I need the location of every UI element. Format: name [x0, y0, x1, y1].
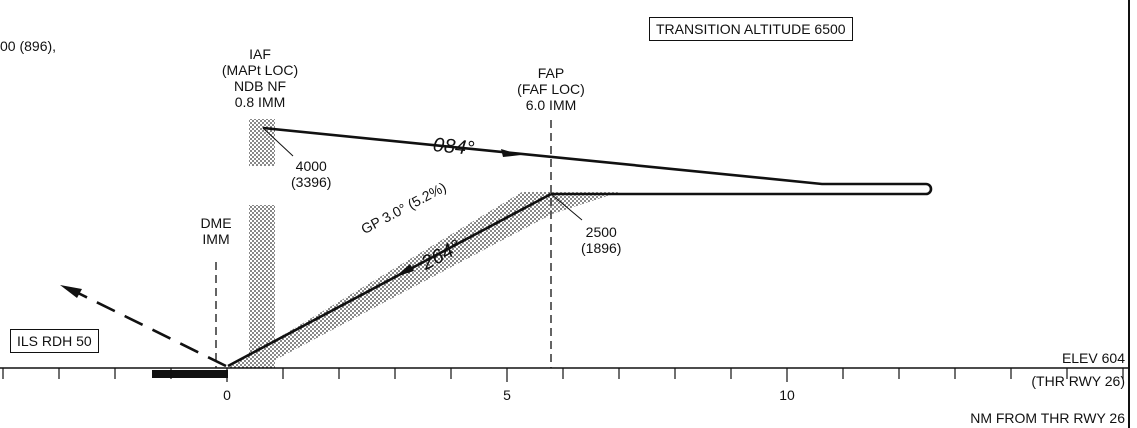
- iaf-label-line4: 0.8 IMM: [234, 94, 286, 110]
- iaf-altitude-line2: (3396): [291, 174, 332, 190]
- fap-altitude-label: 2500 (1896): [581, 224, 621, 256]
- procedure-turn-end: [925, 182, 933, 196]
- outbound-arrow: [501, 149, 521, 157]
- ils-rdh-box: ILS RDH 50: [10, 329, 99, 353]
- axis-tick-label-10: 10: [779, 387, 795, 403]
- fap-alt-leader: [550, 193, 583, 221]
- iaf-label-line1: IAF: [249, 46, 271, 62]
- distance-axis-caption: NM FROM THR RWY 26: [970, 410, 1125, 426]
- fap-label: FAP (FAF LOC) 6.0 IMM: [496, 65, 606, 113]
- iaf-label-line2: (MAPt LOC): [221, 62, 299, 78]
- axis-tick-label-5: 5: [503, 387, 511, 403]
- top-left-minimum-text: 00 (896),: [0, 38, 57, 54]
- axis-tick-label-0: 0: [223, 387, 231, 403]
- glidepath-arrow: [395, 264, 414, 277]
- fap-label-line1: FAP: [537, 65, 565, 81]
- dme-label-line1: DME: [200, 215, 232, 231]
- glidepath-line: [227, 192, 552, 368]
- threshold-label: (THR RWY 26): [1031, 373, 1125, 389]
- dme-label: DME IMM: [186, 215, 246, 247]
- glidepath-stipple-area: [228, 192, 620, 368]
- iaf-stipple-area: [249, 119, 275, 166]
- iaf-label-line3: NDB NF: [233, 78, 287, 94]
- outbound-track: [262, 126, 926, 186]
- dme-label-line2: IMM: [202, 231, 230, 247]
- elevation-label: ELEV 604: [1061, 350, 1125, 366]
- fap-altitude-line1: 2500: [585, 224, 617, 240]
- iaf-label: IAF (MAPt LOC) NDB NF 0.8 IMM: [205, 46, 315, 110]
- fap-label-line2: (FAF LOC): [517, 81, 585, 97]
- transition-altitude-box: TRANSITION ALTITUDE 6500: [649, 17, 853, 41]
- fap-altitude-line2: (1896): [581, 240, 622, 256]
- fap-label-line3: 6.0 IMM: [525, 97, 577, 113]
- dme-stipple-area: [249, 205, 275, 368]
- missed-approach-track: [73, 289, 227, 368]
- iaf-altitude-label: 4000 (3396): [291, 158, 331, 190]
- outbound-course-label: 084°: [431, 134, 476, 161]
- iaf-altitude-line1: 4000: [295, 158, 327, 174]
- runway-bar: [152, 370, 228, 378]
- missed-approach-arrow: [60, 285, 82, 298]
- distance-axis-ticks: [2, 368, 1124, 382]
- iaf-alt-leader: [262, 127, 294, 157]
